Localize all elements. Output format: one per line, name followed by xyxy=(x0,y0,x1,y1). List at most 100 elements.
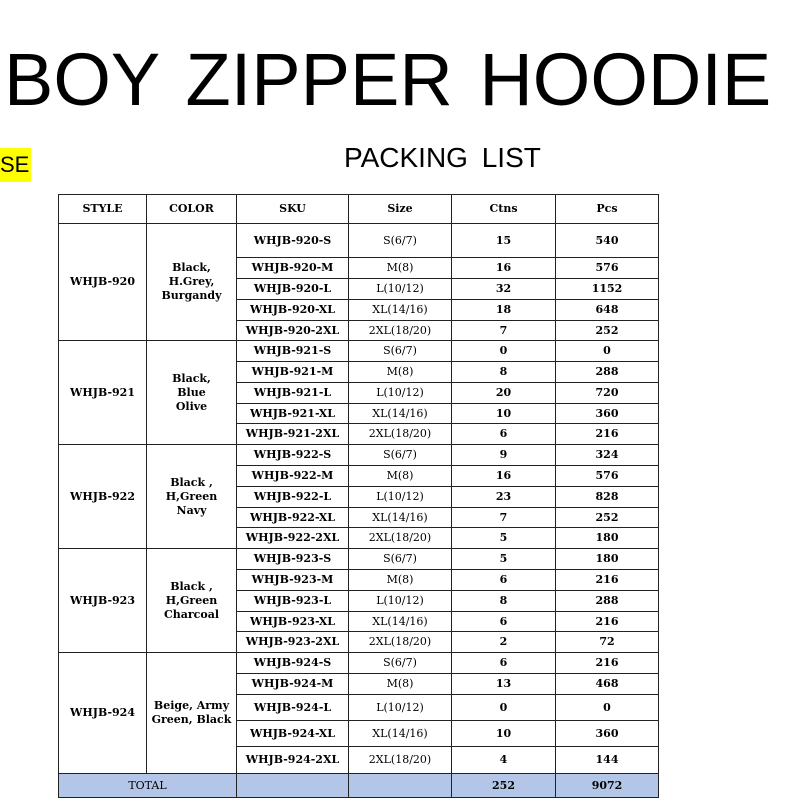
style-cell: WHJB-922 xyxy=(58,444,147,549)
table-row: WHJB-923 Black , H,Green Charcoal WHJB-923… xyxy=(58,548,659,653)
table-header-row: STYLE COLOR SKU Size Ctns Pcs xyxy=(58,194,659,224)
header-size: Size xyxy=(348,194,452,224)
ctns-cell: 2 xyxy=(451,631,556,653)
pcs-cell: 576 xyxy=(555,465,659,487)
pcs-cell: 216 xyxy=(555,569,659,591)
style-cell: WHJB-920 xyxy=(58,223,147,341)
size-cell: L(10/12) xyxy=(348,590,452,612)
size-cell: XL(14/16) xyxy=(348,507,452,528)
color-cell: Black, H.Grey, Burgandy xyxy=(146,223,237,341)
header-ctns: Ctns xyxy=(451,194,556,224)
sku-cell: WHJB-920-2XL xyxy=(236,320,349,341)
sku-cell: WHJB-922-S xyxy=(236,444,349,466)
pcs-cell: 324 xyxy=(555,444,659,466)
ctns-cell: 15 xyxy=(451,223,556,258)
pcs-cell: 540 xyxy=(555,223,659,258)
ctns-cell: 32 xyxy=(451,278,556,300)
pcs-cell: 216 xyxy=(555,611,659,632)
sku-cell: WHJB-923-M xyxy=(236,569,349,591)
sku-cell: WHJB-924-L xyxy=(236,694,349,721)
table-row: WHJB-922-M M(8) 16 576 xyxy=(59,465,659,487)
ctns-cell: 18 xyxy=(451,299,556,321)
pcs-cell: 576 xyxy=(555,257,659,279)
table-row: WHJB-923-2XL 2XL(18/20) 2 72 xyxy=(59,631,659,653)
table-row: WHJB-923-XL XL(14/16) 6 216 xyxy=(59,611,659,632)
sku-cell: WHJB-920-M xyxy=(236,257,349,279)
packing-list-table: STYLE COLOR SKU Size Ctns Pcs WHJB-920 Bl… xyxy=(58,194,659,798)
size-cell: 2XL(18/20) xyxy=(348,631,452,653)
sku-cell: WHJB-920-L xyxy=(236,278,349,300)
size-cell: S(6/7) xyxy=(348,652,452,674)
style-cell: WHJB-921 xyxy=(58,340,147,445)
size-cell: XL(14/16) xyxy=(348,720,452,747)
size-cell: S(6/7) xyxy=(348,444,452,466)
ctns-cell: 7 xyxy=(451,320,556,341)
style-cell: WHJB-923 xyxy=(58,548,147,653)
size-cell: 2XL(18/20) xyxy=(348,746,452,774)
header-style: STYLE xyxy=(58,194,147,224)
pcs-cell: 288 xyxy=(555,590,659,612)
sku-cell: WHJB-923-2XL xyxy=(236,631,349,653)
sku-cell: WHJB-920-S xyxy=(236,223,349,258)
ctns-cell: 16 xyxy=(451,257,556,279)
sku-cell: WHJB-922-XL xyxy=(236,507,349,528)
ctns-cell: 0 xyxy=(451,340,556,362)
pcs-cell: 216 xyxy=(555,652,659,674)
table-row: WHJB-924 Beige, Army Green, Black WHJB-924… xyxy=(58,652,659,774)
size-cell: XL(14/16) xyxy=(348,403,452,424)
sku-cell: WHJB-923-L xyxy=(236,590,349,612)
ctns-cell: 6 xyxy=(451,423,556,445)
size-cell: L(10/12) xyxy=(348,382,452,404)
table-row: WHJB-920 Black, H.Grey, Burgandy WHJB-920-… xyxy=(58,223,659,341)
ctns-cell: 5 xyxy=(451,527,556,549)
sku-cell: WHJB-923-XL xyxy=(236,611,349,632)
table-row: WHJB-921 Black, Blue Olive WHJB-921-S S(6/7… xyxy=(58,340,659,445)
size-cell: M(8) xyxy=(348,569,452,591)
sku-cell: WHJB-921-2XL xyxy=(236,423,349,445)
table-row: WHJB-920-XL XL(14/16) 18 648 xyxy=(59,299,659,321)
pcs-cell: 648 xyxy=(555,299,659,321)
total-label: TOTAL xyxy=(58,773,237,798)
pcs-cell: 0 xyxy=(555,694,659,721)
size-cell: M(8) xyxy=(348,361,452,383)
ctns-cell: 16 xyxy=(451,465,556,487)
total-ctns: 252 xyxy=(451,773,556,798)
table-row: WHJB-922 Black , H,Green Navy WHJB-922-S S(… xyxy=(58,444,659,549)
ctns-cell: 20 xyxy=(451,382,556,404)
ctns-cell: 6 xyxy=(451,652,556,674)
ctns-cell: 6 xyxy=(451,611,556,632)
ctns-cell: 5 xyxy=(451,548,556,570)
pcs-cell: 360 xyxy=(555,720,659,747)
pcs-cell: 288 xyxy=(555,361,659,383)
style-cell: WHJB-924 xyxy=(58,652,147,774)
ctns-cell: 10 xyxy=(451,720,556,747)
pcs-cell: 180 xyxy=(555,548,659,570)
pcs-cell: 1152 xyxy=(555,278,659,300)
size-cell: S(6/7) xyxy=(348,340,452,362)
sku-cell: WHJB-921-L xyxy=(236,382,349,404)
size-cell: S(6/7) xyxy=(348,223,452,258)
table-row: WHJB-921-2XL 2XL(18/20) 6 216 xyxy=(59,423,659,445)
total-pcs: 9072 xyxy=(555,773,659,798)
table-row: WHJB-922-XL XL(14/16) 7 252 xyxy=(59,507,659,528)
pcs-cell: 360 xyxy=(555,403,659,424)
pcs-cell: 720 xyxy=(555,382,659,404)
size-cell: XL(14/16) xyxy=(348,611,452,632)
size-cell: 2XL(18/20) xyxy=(348,423,452,445)
sku-cell: WHJB-924-XL xyxy=(236,720,349,747)
pcs-cell: 828 xyxy=(555,486,659,508)
total-empty-sku xyxy=(236,773,349,798)
header-pcs: Pcs xyxy=(555,194,659,224)
table-row: WHJB-924-2XL 2XL(18/20) 4 144 xyxy=(59,746,659,774)
header-color: COLOR xyxy=(146,194,237,224)
table-row: WHJB-920-2XL 2XL(18/20) 7 252 xyxy=(59,320,659,341)
sku-cell: WHJB-921-M xyxy=(236,361,349,383)
highlighted-label: SE xyxy=(0,148,32,182)
sku-cell: WHJB-922-2XL xyxy=(236,527,349,549)
table-row: WHJB-922-L L(10/12) 23 828 xyxy=(59,486,659,508)
pcs-cell: 0 xyxy=(555,340,659,362)
ctns-cell: 13 xyxy=(451,673,556,695)
ctns-cell: 9 xyxy=(451,444,556,466)
sku-cell: WHJB-924-M xyxy=(236,673,349,695)
ctns-cell: 4 xyxy=(451,746,556,774)
